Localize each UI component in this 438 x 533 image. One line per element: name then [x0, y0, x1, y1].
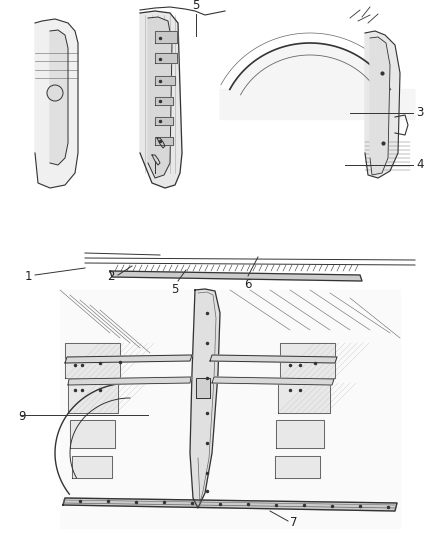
Polygon shape: [68, 377, 191, 385]
Polygon shape: [210, 355, 337, 363]
Bar: [275, 456, 320, 478]
Bar: [60, 290, 400, 528]
Polygon shape: [63, 498, 397, 511]
Text: 4: 4: [416, 158, 424, 172]
Polygon shape: [50, 30, 68, 165]
Polygon shape: [140, 11, 182, 188]
Text: 1: 1: [25, 270, 32, 282]
Circle shape: [47, 85, 63, 101]
Text: 9: 9: [18, 409, 25, 423]
Bar: [68, 383, 118, 413]
Bar: [276, 420, 324, 448]
Text: 7: 7: [290, 516, 297, 529]
Bar: [155, 97, 173, 105]
Polygon shape: [365, 31, 400, 178]
Text: 2: 2: [107, 270, 115, 282]
Text: 3: 3: [416, 107, 424, 119]
Bar: [280, 343, 335, 378]
Polygon shape: [148, 17, 172, 178]
Polygon shape: [190, 289, 220, 508]
Bar: [155, 76, 175, 85]
Polygon shape: [35, 19, 78, 188]
Bar: [65, 343, 120, 378]
Bar: [70, 420, 115, 448]
Bar: [155, 53, 177, 63]
Bar: [155, 117, 173, 125]
Text: 5: 5: [192, 0, 200, 12]
Bar: [72, 456, 112, 478]
Bar: [155, 31, 177, 43]
Polygon shape: [220, 43, 415, 119]
Polygon shape: [65, 355, 192, 363]
Polygon shape: [110, 271, 362, 281]
Bar: [196, 378, 210, 398]
Text: 5: 5: [171, 283, 179, 296]
Polygon shape: [212, 377, 334, 385]
Bar: [155, 137, 173, 145]
Polygon shape: [370, 37, 390, 175]
Text: 6: 6: [244, 278, 252, 291]
Bar: [278, 383, 330, 413]
